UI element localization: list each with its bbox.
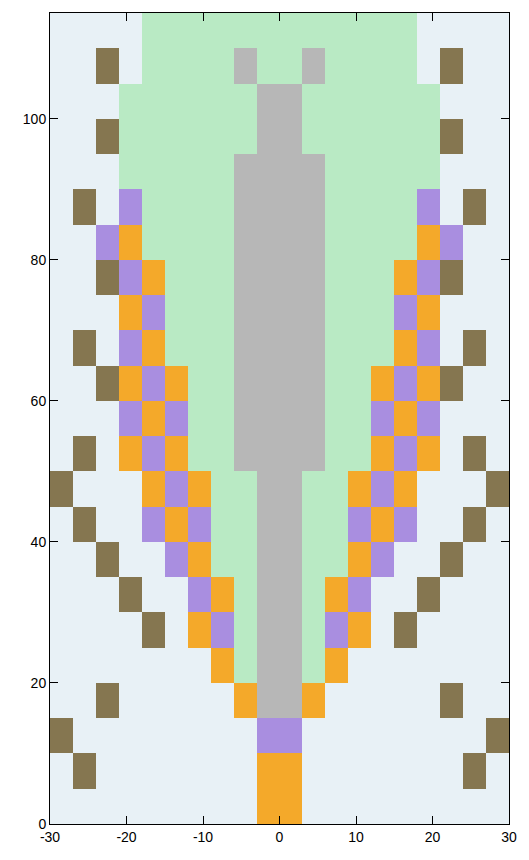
svg-text:40: 40 — [31, 534, 47, 550]
svg-text:-20: -20 — [116, 829, 136, 845]
svg-text:0: 0 — [276, 829, 284, 845]
svg-text:20: 20 — [31, 675, 47, 691]
svg-text:80: 80 — [31, 252, 47, 268]
svg-text:0: 0 — [38, 816, 46, 832]
svg-text:60: 60 — [31, 393, 47, 409]
svg-text:30: 30 — [501, 829, 517, 845]
svg-text:10: 10 — [348, 829, 364, 845]
svg-text:100: 100 — [23, 111, 47, 127]
svg-text:20: 20 — [425, 829, 441, 845]
svg-text:-10: -10 — [193, 829, 213, 845]
svg-text:-30: -30 — [40, 829, 60, 845]
